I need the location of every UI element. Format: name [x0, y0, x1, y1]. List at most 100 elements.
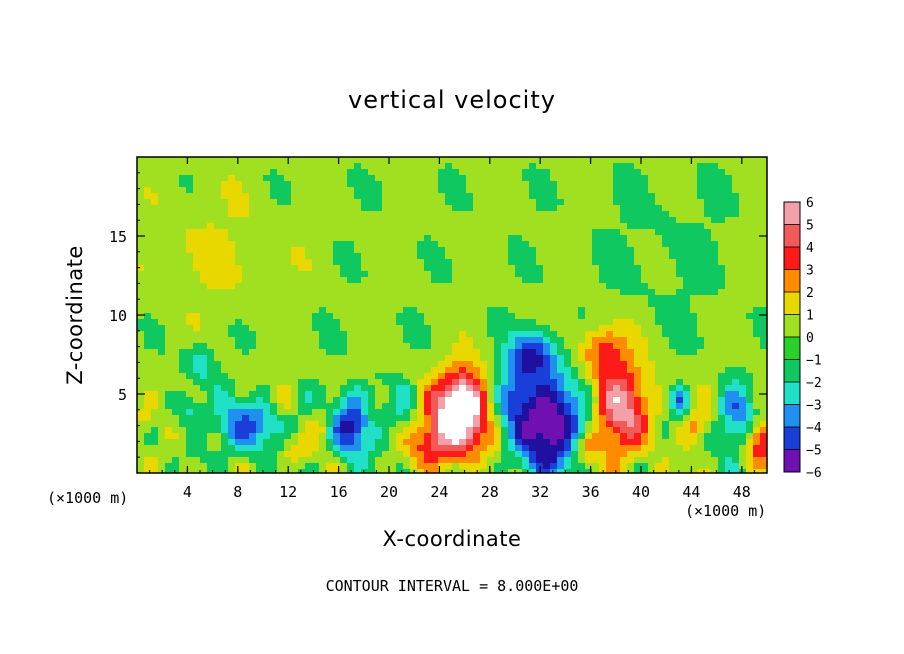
heatmap-cell — [214, 241, 222, 248]
heatmap-cell — [396, 175, 404, 182]
heatmap-cell — [305, 331, 313, 338]
heatmap-cell — [431, 205, 439, 212]
heatmap-cell — [585, 169, 593, 176]
heatmap-cell — [480, 397, 488, 404]
heatmap-cell — [424, 223, 432, 230]
heatmap-cell — [627, 253, 635, 260]
heatmap-cell — [585, 223, 593, 230]
heatmap-cell — [396, 343, 404, 350]
heatmap-cell — [277, 265, 285, 272]
heatmap-cell — [214, 331, 222, 338]
heatmap-cell — [298, 313, 306, 320]
heatmap-cell — [466, 415, 474, 422]
heatmap-cell — [179, 319, 187, 326]
heatmap-cell — [725, 379, 733, 386]
heatmap-cell — [228, 247, 236, 254]
heatmap-cell — [669, 181, 677, 188]
heatmap-cell — [158, 217, 166, 224]
heatmap-cell — [613, 289, 621, 296]
heatmap-cell — [382, 361, 390, 368]
heatmap-cell — [473, 211, 481, 218]
heatmap-cell — [207, 169, 215, 176]
heatmap-cell — [690, 403, 698, 410]
heatmap-cell — [312, 211, 320, 218]
heatmap-cell — [529, 271, 537, 278]
heatmap-cell — [144, 241, 152, 248]
heatmap-cell — [263, 253, 271, 260]
heatmap-cell — [165, 325, 173, 332]
heatmap-cell — [564, 433, 572, 440]
heatmap-cell — [466, 427, 474, 434]
heatmap-cell — [690, 157, 698, 164]
heatmap-cell — [445, 337, 453, 344]
heatmap-cell — [487, 469, 495, 474]
heatmap-cell — [690, 247, 698, 254]
heatmap-cell — [158, 427, 166, 434]
heatmap-cell — [641, 271, 649, 278]
heatmap-cell — [445, 247, 453, 254]
heatmap-cell — [473, 379, 481, 386]
heatmap-cell — [438, 271, 446, 278]
heatmap-cell — [753, 421, 761, 428]
heatmap-cell — [557, 451, 565, 458]
heatmap-cell — [746, 253, 754, 260]
heatmap-cell — [151, 235, 159, 242]
heatmap-cell — [284, 235, 292, 242]
heatmap-cell — [501, 313, 509, 320]
heatmap-cell — [564, 247, 572, 254]
heatmap-cell — [438, 343, 446, 350]
heatmap-cell — [221, 181, 229, 188]
heatmap-cell — [683, 397, 691, 404]
heatmap-cell — [298, 319, 306, 326]
heatmap-cell — [585, 463, 593, 470]
heatmap-cell — [732, 259, 740, 266]
heatmap-cell — [242, 433, 250, 440]
heatmap-cell — [277, 157, 285, 164]
heatmap-cell — [179, 169, 187, 176]
heatmap-cell — [277, 163, 285, 170]
heatmap-cell — [438, 397, 446, 404]
heatmap-cell — [711, 277, 719, 284]
heatmap-cell — [270, 445, 278, 452]
heatmap-cell — [494, 283, 502, 290]
heatmap-cell — [452, 259, 460, 266]
heatmap-cell — [270, 199, 278, 206]
heatmap-cell — [137, 313, 145, 320]
heatmap-cell — [396, 445, 404, 452]
colorbar-segment — [784, 427, 800, 450]
heatmap-cell — [403, 193, 411, 200]
heatmap-cell — [718, 301, 726, 308]
heatmap-cell — [718, 343, 726, 350]
heatmap-cell — [431, 361, 439, 368]
heatmap-cell — [725, 433, 733, 440]
heatmap-cell — [522, 469, 530, 474]
heatmap-cell — [340, 301, 348, 308]
heatmap-cell — [683, 433, 691, 440]
heatmap-cell — [536, 361, 544, 368]
heatmap-cell — [508, 457, 516, 464]
heatmap-cell — [508, 427, 516, 434]
heatmap-cell — [760, 313, 768, 320]
heatmap-cell — [410, 367, 418, 374]
heatmap-cell — [137, 409, 145, 416]
heatmap-cell — [564, 421, 572, 428]
heatmap-cell — [431, 193, 439, 200]
heatmap-cell — [557, 229, 565, 236]
heatmap-cell — [494, 229, 502, 236]
heatmap-cell — [403, 433, 411, 440]
heatmap-cell — [753, 169, 761, 176]
heatmap-cell — [389, 349, 397, 356]
heatmap-cell — [697, 187, 705, 194]
heatmap-cell — [746, 325, 754, 332]
heatmap-cell — [613, 421, 621, 428]
heatmap-cell — [725, 265, 733, 272]
heatmap-cell — [291, 157, 299, 164]
heatmap-cell — [165, 415, 173, 422]
heatmap-cell — [543, 211, 551, 218]
heatmap-cell — [599, 181, 607, 188]
heatmap-cell — [592, 181, 600, 188]
heatmap-cell — [711, 175, 719, 182]
heatmap-cell — [214, 217, 222, 224]
heatmap-cell — [277, 235, 285, 242]
heatmap-cell — [480, 193, 488, 200]
